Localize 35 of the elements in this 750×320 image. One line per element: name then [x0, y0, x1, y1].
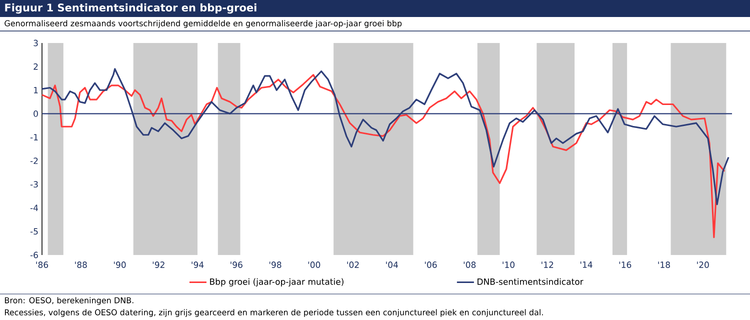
x-tick-label: '20 — [697, 262, 709, 268]
y-tick-label: -1 — [30, 134, 38, 140]
legend-label: DNB-sentimentsindicator — [478, 278, 584, 285]
chart-subtitle: Genormaliseerd zesmaands voortschrijdend gemiddelde en genormaliseerde jaar-op-jaar groei bbp — [4, 20, 402, 28]
x-tick-label: '14 — [580, 262, 592, 268]
x-tick-label: '88 — [75, 262, 87, 268]
x-tick-label: '18 — [658, 262, 670, 268]
x-tick-label: '90 — [114, 262, 126, 268]
x-tick-label: '12 — [542, 262, 554, 268]
text: Recessies, volgens de OESO datering, zijn grijs gearceerd en markeren de periode tussen een conjunctureel piek en conjunctureel dal. — [4, 309, 543, 317]
y-tick-label: -4 — [30, 204, 38, 211]
x-tick-label: '92 — [152, 262, 164, 268]
x-tick-label: '08 — [464, 262, 476, 268]
x-tick-label: '94 — [192, 262, 204, 268]
y-tick-label: 0 — [34, 110, 38, 117]
y-tick-label: 1 — [34, 87, 38, 94]
y-tick-label: -6 — [30, 252, 38, 258]
text: Bron: OESO, berekeningen DNB. — [4, 297, 134, 305]
line-series — [41, 74, 726, 238]
x-tick-label: '06 — [424, 262, 437, 268]
y-tick-label: -5 — [30, 228, 38, 235]
x-tick-label: '16 — [619, 262, 632, 268]
x-tick-label: '86 — [36, 262, 48, 268]
y-tick-label: 2 — [34, 63, 38, 70]
legend-label: Bbp groei (jaar-op-jaar mutatie) — [210, 278, 344, 286]
y-tick-label: 3 — [34, 40, 38, 46]
x-tick-label: '02 — [347, 262, 359, 268]
y-tick-label: -3 — [30, 181, 38, 188]
x-tick-label: '10 — [502, 262, 515, 268]
x-tick-label: '00 — [308, 262, 320, 268]
y-tick-label: -2 — [30, 158, 38, 164]
x-tick-label: '96 — [230, 262, 242, 268]
chart-title: Figuur 1 Sentimentsindicator en bbp-groei — [5, 3, 256, 14]
x-tick-label: '04 — [386, 262, 398, 268]
x-tick-label: '98 — [269, 262, 282, 268]
